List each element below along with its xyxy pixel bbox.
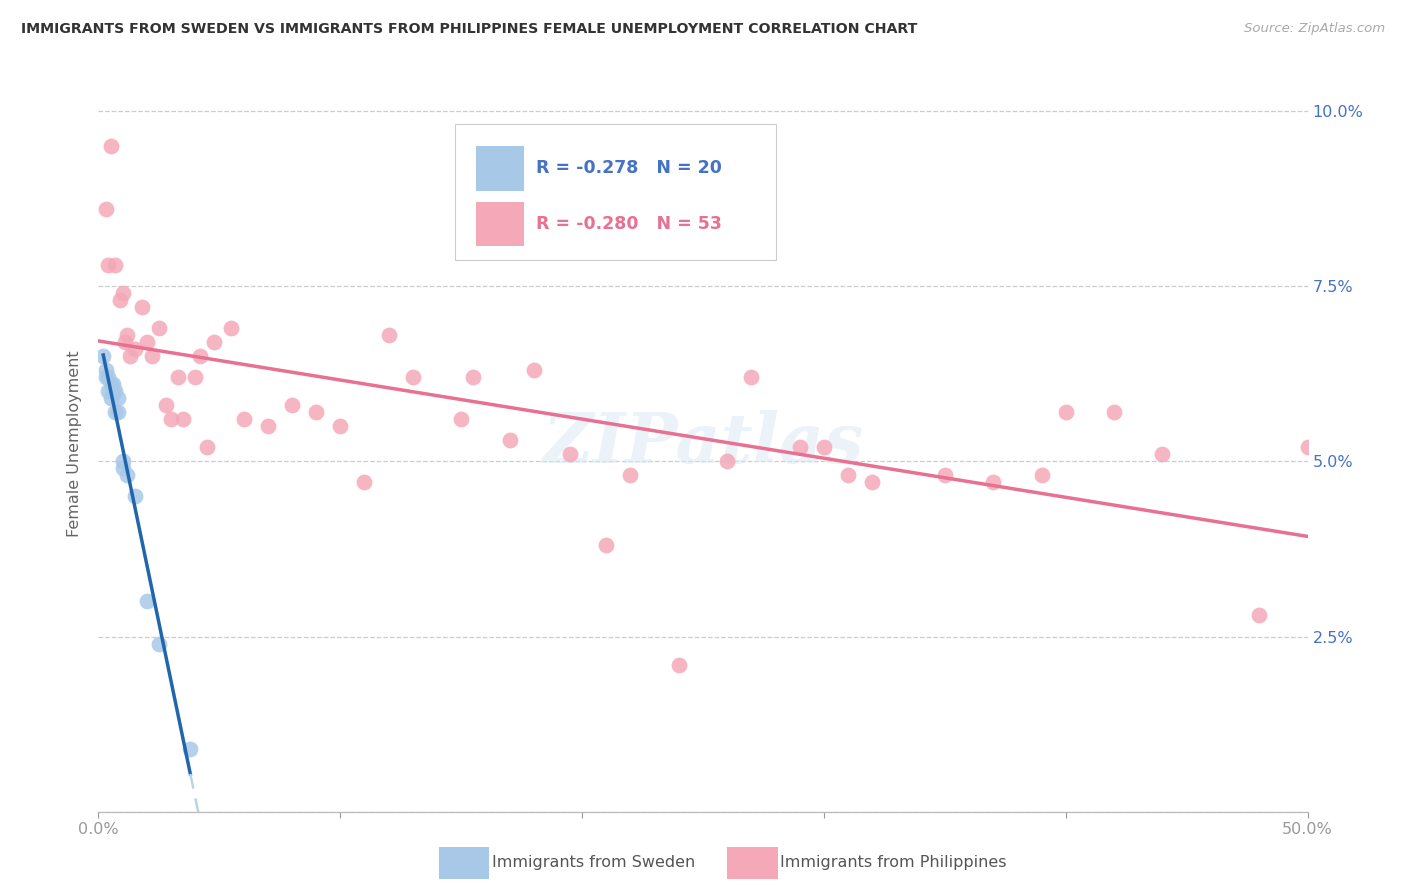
Point	[1249, 608, 1271, 623]
Text: Source: ZipAtlas.com: Source: ZipAtlas.com	[1244, 22, 1385, 36]
FancyBboxPatch shape	[456, 124, 776, 260]
Point	[463, 370, 485, 384]
Point	[155, 398, 177, 412]
Point	[195, 440, 218, 454]
Point	[135, 594, 157, 608]
Point	[837, 468, 859, 483]
Point	[97, 370, 120, 384]
Point	[97, 258, 120, 272]
Point	[101, 377, 124, 392]
Text: Immigrants from Sweden: Immigrants from Sweden	[492, 855, 696, 870]
Y-axis label: Female Unemployment: Female Unemployment	[67, 351, 83, 537]
FancyBboxPatch shape	[475, 146, 524, 191]
Text: R = -0.278   N = 20: R = -0.278 N = 20	[536, 159, 723, 177]
Point	[172, 412, 194, 426]
Point	[789, 440, 811, 454]
Point	[97, 384, 120, 399]
Point	[1152, 447, 1174, 461]
Point	[1031, 468, 1053, 483]
Point	[558, 447, 581, 461]
FancyBboxPatch shape	[475, 202, 524, 246]
Point	[124, 489, 146, 503]
Text: Immigrants from Philippines: Immigrants from Philippines	[780, 855, 1007, 870]
Point	[188, 349, 211, 363]
Point	[107, 391, 129, 405]
Point	[117, 468, 139, 483]
Point	[377, 328, 399, 343]
Point	[131, 300, 153, 314]
Point	[148, 636, 170, 650]
Point	[104, 405, 127, 419]
Point	[135, 335, 157, 350]
Text: ZIPatlas: ZIPatlas	[543, 410, 863, 477]
Point	[148, 321, 170, 335]
Point	[256, 419, 278, 434]
Point	[111, 454, 134, 468]
Point	[117, 328, 139, 343]
Point	[160, 412, 183, 426]
Point	[329, 419, 352, 434]
Point	[353, 475, 375, 490]
Point	[523, 363, 546, 377]
Point	[104, 258, 127, 272]
Point	[111, 286, 134, 301]
Point	[595, 538, 617, 552]
Point	[450, 412, 472, 426]
Point	[94, 202, 117, 216]
Point	[167, 370, 190, 384]
Point	[813, 440, 835, 454]
Point	[1102, 405, 1125, 419]
Point	[94, 363, 117, 377]
Point	[100, 139, 122, 153]
Point	[107, 405, 129, 419]
Point	[498, 434, 520, 448]
Point	[118, 349, 141, 363]
Point	[668, 657, 690, 672]
Point	[91, 349, 114, 363]
Point	[860, 475, 883, 490]
Point	[111, 461, 134, 475]
Text: R = -0.280   N = 53: R = -0.280 N = 53	[536, 215, 723, 233]
Text: IMMIGRANTS FROM SWEDEN VS IMMIGRANTS FROM PHILIPPINES FEMALE UNEMPLOYMENT CORREL: IMMIGRANTS FROM SWEDEN VS IMMIGRANTS FRO…	[21, 22, 918, 37]
Point	[1296, 440, 1319, 454]
Point	[934, 468, 956, 483]
Point	[108, 293, 131, 307]
Point	[232, 412, 254, 426]
Point	[740, 370, 762, 384]
Point	[104, 384, 127, 399]
Point	[716, 454, 738, 468]
Point	[402, 370, 425, 384]
Point	[94, 370, 117, 384]
Point	[124, 342, 146, 356]
Point	[141, 349, 163, 363]
Point	[114, 335, 136, 350]
Point	[100, 377, 122, 392]
Point	[101, 384, 124, 399]
Point	[100, 391, 122, 405]
Point	[184, 370, 207, 384]
Point	[179, 741, 201, 756]
Point	[204, 335, 226, 350]
Point	[281, 398, 304, 412]
Point	[305, 405, 328, 419]
Point	[619, 468, 641, 483]
Point	[221, 321, 243, 335]
Point	[981, 475, 1004, 490]
Point	[1054, 405, 1077, 419]
